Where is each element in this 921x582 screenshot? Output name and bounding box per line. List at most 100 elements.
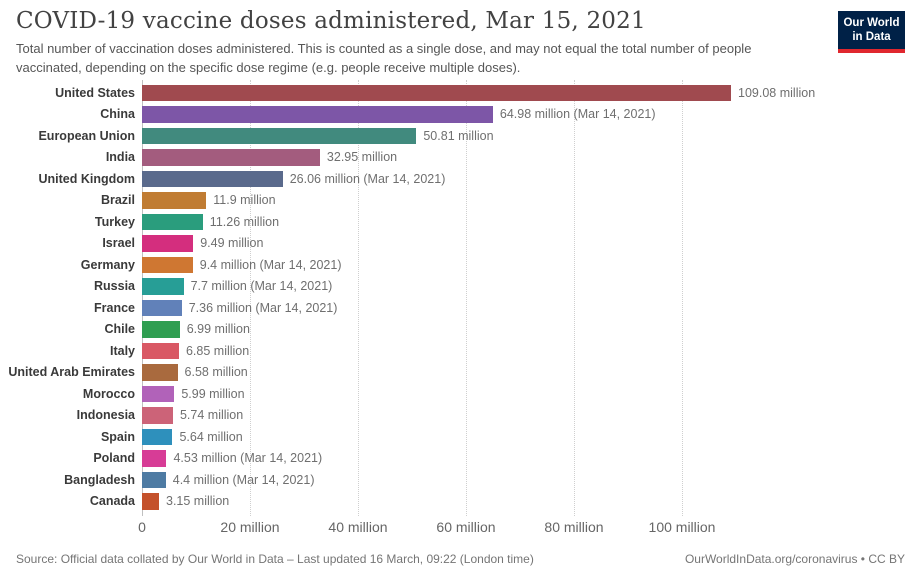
country-label: Russia [94, 279, 135, 294]
chart-row: Morocco 5.99 million [0, 383, 921, 405]
chart-row: Canada 3.15 million [0, 491, 921, 513]
bar[interactable] [142, 385, 175, 402]
x-tick-label: 0 [138, 519, 146, 535]
bar-track: 4.4 million (Mar 14, 2021) [142, 471, 921, 488]
chart-row: Brazil 11.9 million [0, 190, 921, 212]
country-label: India [105, 150, 135, 165]
bar[interactable] [142, 321, 180, 338]
country-label: Bangladesh [64, 472, 135, 487]
value-label: 11.9 million [213, 193, 276, 208]
gridline [142, 80, 143, 516]
gridline [250, 80, 251, 516]
bar-track: 5.74 million [142, 407, 921, 424]
country-label: United Arab Emirates [8, 365, 135, 380]
value-label: 6.85 million [185, 343, 250, 358]
chart-title: COVID-19 vaccine doses administered, Mar… [16, 8, 646, 34]
bar-track: 6.58 million [142, 364, 921, 381]
country-label: Italy [109, 343, 135, 358]
value-label: 7.36 million (Mar 14, 2021) [188, 300, 338, 315]
chart-row: China 64.98 million (Mar 14, 2021) [0, 104, 921, 126]
value-label: 4.4 million (Mar 14, 2021) [172, 472, 315, 487]
gridline [466, 80, 467, 516]
country-label: Israel [102, 236, 135, 251]
gridlines [0, 80, 921, 516]
bar-track: 6.85 million [142, 342, 921, 359]
value-label: 9.49 million [200, 236, 264, 251]
country-label: Brazil [100, 193, 135, 208]
bar-track: 11.9 million [142, 192, 921, 209]
bar[interactable] [142, 170, 283, 187]
chart-row: European Union 50.81 million [0, 125, 921, 147]
chart-header: COVID-19 vaccine doses administered, Mar… [16, 8, 811, 78]
bar-track: 64.98 million (Mar 14, 2021) [142, 106, 921, 123]
owid-logo-line1: Our World [843, 17, 900, 29]
value-label: 11.26 million [209, 214, 280, 229]
country-label: Poland [93, 451, 135, 466]
country-label: France [94, 300, 135, 315]
country-label: United States [55, 85, 135, 100]
x-tick-label: 40 million [328, 519, 388, 535]
bar[interactable] [142, 364, 178, 381]
chart-row: United Kingdom 26.06 million (Mar 14, 20… [0, 168, 921, 190]
value-label: 3.15 million [166, 494, 230, 509]
bar-track: 7.36 million (Mar 14, 2021) [142, 299, 921, 316]
bar-track: 5.64 million [142, 428, 921, 445]
bar[interactable] [142, 84, 732, 101]
country-label: Indonesia [76, 408, 135, 423]
value-label: 109.08 million [738, 85, 816, 100]
bar[interactable] [142, 450, 167, 467]
bar-track: 4.53 million (Mar 14, 2021) [142, 450, 921, 467]
bar[interactable] [142, 342, 179, 359]
chart-subtitle: Total number of vaccination doses admini… [16, 41, 752, 75]
country-label: United Kingdom [38, 171, 135, 186]
chart-row: Germany 9.4 million (Mar 14, 2021) [0, 254, 921, 276]
country-label: Spain [100, 429, 135, 444]
value-label: 5.64 million [179, 429, 243, 444]
owid-logo[interactable]: Our World in Data [838, 11, 905, 53]
bar[interactable] [142, 192, 207, 209]
chart-row: United States 109.08 million [0, 82, 921, 104]
bar-track: 50.81 million [142, 127, 921, 144]
bar-track: 32.95 million [142, 149, 921, 166]
bar[interactable] [142, 149, 320, 166]
bar[interactable] [142, 106, 493, 123]
bar[interactable] [142, 471, 166, 488]
bar[interactable] [142, 278, 184, 295]
bar[interactable] [142, 493, 159, 510]
bar[interactable] [142, 213, 203, 230]
chart-row: Bangladesh 4.4 million (Mar 14, 2021) [0, 469, 921, 491]
value-label: 9.4 million (Mar 14, 2021) [199, 257, 342, 272]
x-tick-label: 60 million [436, 519, 496, 535]
value-label: 64.98 million (Mar 14, 2021) [499, 107, 656, 122]
bar[interactable] [142, 299, 182, 316]
chart-row: Italy 6.85 million [0, 340, 921, 362]
value-label: 26.06 million (Mar 14, 2021) [289, 171, 446, 186]
owid-link[interactable]: OurWorldInData.org/coronavirus • CC BY [684, 552, 905, 566]
bar[interactable] [142, 235, 194, 252]
bar[interactable] [142, 428, 173, 445]
value-label: 5.74 million [179, 408, 244, 423]
x-axis: 0 20 million 40 million 60 million 80 millio… [0, 516, 921, 538]
chart-row: Turkey 11.26 million [0, 211, 921, 233]
chart-row: Indonesia 5.74 million [0, 405, 921, 427]
bar[interactable] [142, 256, 193, 273]
gridline [682, 80, 683, 516]
chart-row: France 7.36 million (Mar 14, 2021) [0, 297, 921, 319]
chart-row: Russia 7.7 million (Mar 14, 2021) [0, 276, 921, 298]
chart-rows: United States 109.08 million China 64.98… [0, 82, 921, 512]
country-label: Canada [89, 494, 135, 509]
bar-track: 7.7 million (Mar 14, 2021) [142, 278, 921, 295]
bar[interactable] [142, 127, 417, 144]
bar[interactable] [142, 407, 173, 424]
country-label: Germany [80, 257, 135, 272]
x-tick-label: 100 million [648, 519, 716, 535]
bar-track: 9.4 million (Mar 14, 2021) [142, 256, 921, 273]
bar-track: 11.26 million [142, 213, 921, 230]
x-tick-label: 80 million [544, 519, 604, 535]
x-tick-label: 20 million [220, 519, 280, 535]
gridline [574, 80, 575, 516]
country-label: China [100, 107, 135, 122]
country-label: Chile [104, 322, 135, 337]
bar-track: 109.08 million [142, 84, 921, 101]
bar-track: 6.99 million [142, 321, 921, 338]
